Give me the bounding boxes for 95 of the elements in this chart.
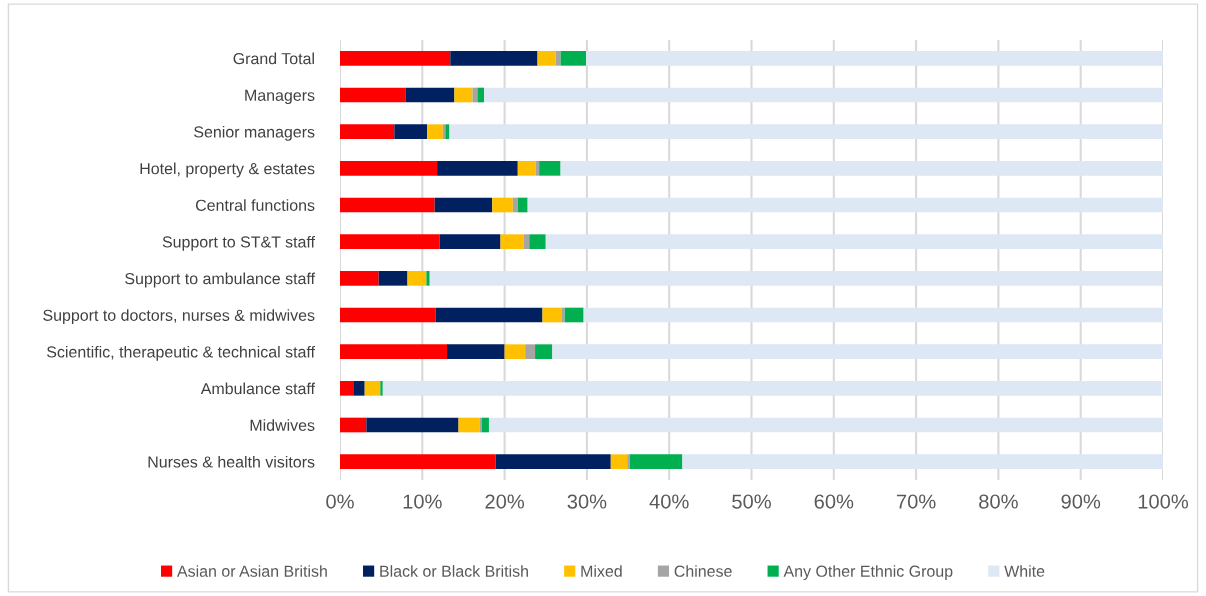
bar: [434, 197, 493, 213]
bar: [340, 161, 438, 176]
bar: [405, 87, 455, 103]
y-tick-label: Midwives: [250, 419, 315, 431]
y-tick-label: Ambulance staff: [200, 382, 316, 395]
bar: [364, 381, 381, 396]
bar: [340, 87, 406, 103]
legend-label: Chinese: [674, 565, 732, 577]
x-tick-label: 100%: [1138, 494, 1189, 509]
bar: [340, 197, 435, 213]
bar: [517, 197, 528, 213]
bar: [525, 344, 536, 359]
bar: [340, 234, 440, 249]
bar: [394, 124, 428, 139]
bar: [340, 454, 496, 469]
legend-label: Asian or Asian British: [176, 565, 327, 577]
bar: [340, 307, 436, 323]
bar: [500, 234, 524, 249]
bar: [449, 124, 1163, 139]
bar: [366, 417, 459, 433]
bar: [407, 271, 427, 286]
bar: [445, 124, 450, 139]
y-tick-label: Support to ST&T staff: [162, 235, 316, 251]
y-tick-label: Scientific, therapeutic & technical staff: [47, 345, 316, 361]
bar: [629, 454, 683, 469]
legend-label: White: [1004, 565, 1045, 577]
bar: [535, 161, 540, 176]
y-tick-label: Support to ambulance staff: [125, 272, 316, 288]
legend-label: Any Other Ethnic Group: [783, 565, 953, 581]
bar: [627, 454, 630, 469]
bar: [340, 51, 451, 66]
bar: [353, 381, 365, 396]
bar: [380, 381, 383, 396]
bar: [495, 454, 611, 469]
bar: [340, 271, 379, 286]
bar: [492, 197, 513, 213]
bar: [517, 161, 536, 176]
bar: [378, 271, 408, 286]
bar: [682, 454, 1163, 469]
x-tick-label: 20%: [485, 494, 525, 509]
bar: [512, 197, 518, 213]
y-tick-label: Grand Total: [233, 52, 314, 65]
bar: [450, 51, 538, 66]
bar: [426, 271, 430, 286]
bar: [537, 51, 556, 66]
bar: [552, 344, 1163, 359]
bar: [439, 234, 501, 249]
bar: [564, 307, 584, 323]
x-tick-label: 0%: [326, 494, 354, 509]
bar: [529, 234, 546, 249]
y-tick-label: Managers: [245, 89, 315, 105]
bar: [340, 124, 395, 139]
bar: [542, 307, 562, 323]
x-tick-label: 30%: [567, 494, 607, 509]
x-tick-label: 40%: [649, 494, 689, 509]
y-tick-label: Hotel, property & estates: [140, 162, 315, 178]
bar: [429, 271, 1163, 286]
bar: [586, 51, 1163, 66]
bar: [555, 51, 561, 66]
x-tick-label: 10%: [403, 494, 442, 509]
bar: [427, 124, 443, 139]
bar: [340, 344, 447, 359]
bar: [477, 87, 485, 103]
bar: [484, 87, 1163, 103]
x-tick-label: 90%: [1061, 494, 1101, 509]
bar: [340, 381, 354, 396]
bar: [560, 161, 1163, 176]
x-tick-label: 80%: [979, 494, 1018, 509]
bar: [435, 307, 543, 323]
legend-label: Mixed: [581, 565, 622, 577]
bar: [454, 87, 473, 103]
y-tick-label: Central functions: [195, 199, 315, 211]
bar: [340, 417, 367, 433]
bar: [527, 197, 1163, 213]
bar: [437, 161, 518, 176]
y-tick-label: Support to doctors, nurses & midwives: [43, 309, 315, 325]
x-tick-label: 50%: [732, 494, 771, 509]
bar: [545, 234, 1163, 249]
bar: [481, 417, 489, 433]
bar: [458, 417, 480, 433]
bar: [561, 307, 565, 323]
y-tick-label: Nurses & health visitors: [148, 455, 315, 468]
bar: [382, 381, 1162, 396]
x-tick-label: 60%: [814, 494, 854, 509]
bar: [539, 161, 561, 176]
y-tick-label: Senior managers: [194, 125, 315, 141]
bar: [504, 344, 526, 359]
bar: [488, 417, 1163, 433]
bar: [583, 307, 1163, 323]
bar: [560, 51, 587, 66]
legend-label: Black or Black British: [380, 565, 528, 577]
bar: [446, 344, 505, 359]
x-tick-label: 70%: [896, 494, 936, 509]
bar: [535, 344, 553, 359]
bar: [610, 454, 628, 469]
